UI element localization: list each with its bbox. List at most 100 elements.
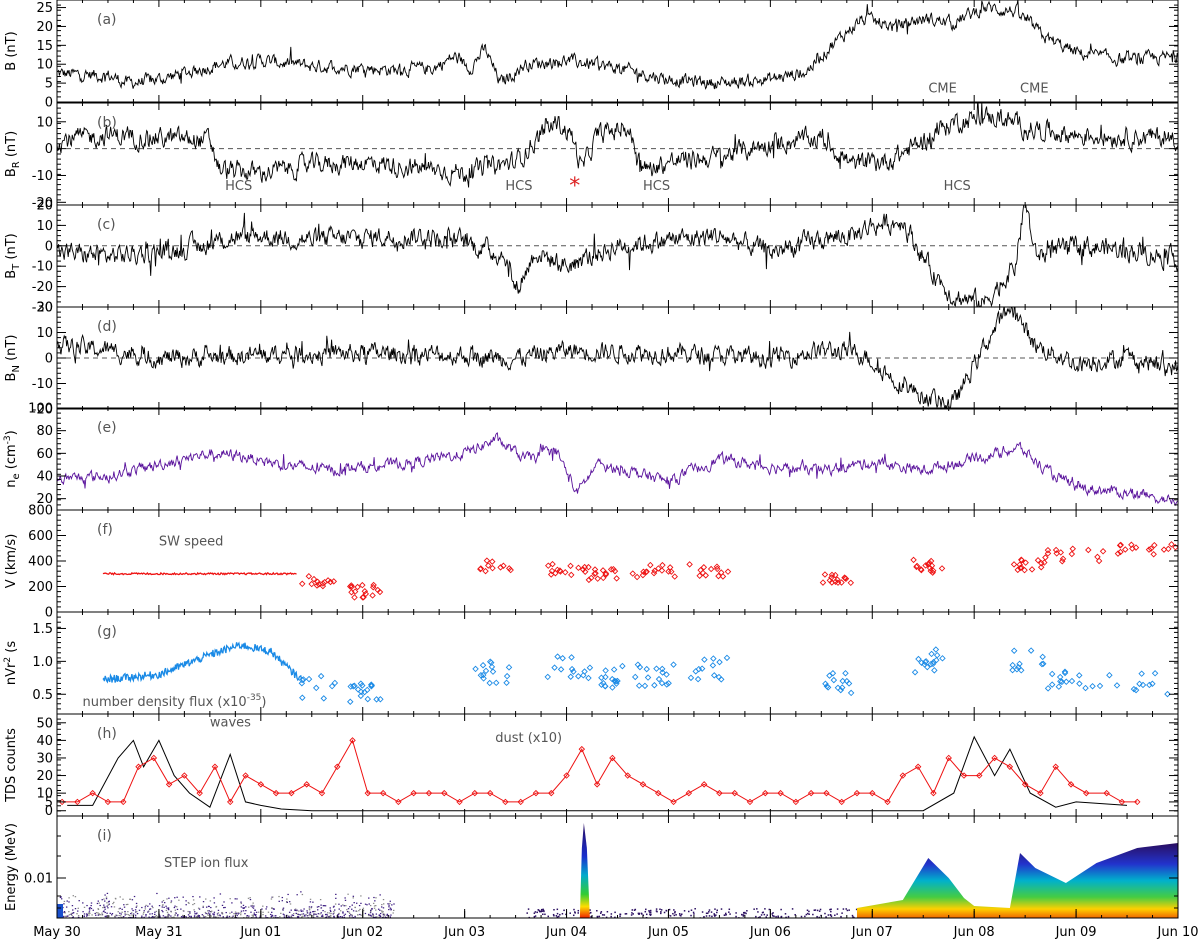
flux-speck [213,902,216,904]
data-point [1009,666,1016,674]
panel-d: -20 -10 0 10 20 BN (nT) (d) [4,301,1179,418]
flux-speck [197,915,200,917]
flux-speck [816,909,819,912]
flux-speck [349,916,351,918]
flux-speck [389,916,392,918]
data-point [500,562,507,570]
flux-speck [335,897,337,899]
data-point [655,565,662,572]
flux-speck [167,909,170,911]
flux-speck [118,914,120,917]
flux-speck [283,914,286,916]
flux-speck [761,911,764,914]
flux-speck [735,912,737,914]
data-point [665,568,672,575]
data-point [559,654,566,662]
flux-speck [386,913,389,915]
flux-speck [553,908,555,911]
flux-speck [118,908,120,910]
flux-speck [71,905,74,907]
annotation: STEP ion flux [164,856,249,871]
data-point [828,574,835,581]
flux-speck [151,915,154,918]
flux-speck [144,906,147,908]
data-point [695,665,703,673]
data-point [272,789,280,797]
flux-speck [198,908,201,910]
data-point [532,789,540,797]
data-point [607,566,615,573]
data-point [1016,561,1023,568]
flux-speck [605,916,608,918]
flux-speck [103,906,105,908]
data-point [710,655,717,662]
flux-speck [296,916,299,918]
flux-speck [202,914,205,917]
data-point [347,698,354,705]
data-point [588,574,595,582]
y-tick-label: -20 [32,403,53,418]
flux-speck [540,908,543,911]
panel-g: 0.5 1.0 1.5 nVr2 (s (g) number density flux (… [3,611,1179,715]
panel-h-label: (h) [97,726,117,742]
flux-speck [313,913,315,915]
flux-speck [72,895,74,897]
data-point [598,674,605,681]
panel-h-data [58,735,1141,812]
data-point [651,567,658,574]
flux-speck [632,913,634,915]
flux-speck [763,913,766,916]
data-point [348,582,355,589]
flux-speck [127,914,130,916]
y-tick-label: 30 [36,751,53,766]
flux-speck [735,915,737,918]
flux-speck [765,916,767,918]
flux-speck [673,914,676,917]
flux-speck [347,908,350,910]
flux-speck [526,912,528,914]
data-point [829,669,837,677]
flux-speck [715,914,717,916]
flux-speck [118,912,121,914]
panel-f: 0 200 400 600 800 V (km/s) (f) SW speed [4,504,1179,621]
flux-speck [251,916,253,918]
flux-speck [300,910,303,912]
flux-speck [533,915,536,918]
flux-speck [85,915,88,917]
flux-speck [339,910,342,912]
data-point [1172,544,1178,551]
data-point [181,772,188,779]
flux-speck [185,904,187,906]
data-point [609,754,616,762]
data-point [360,593,367,601]
flux-speck [143,916,145,918]
flux-speck [152,916,155,918]
flux-speck [329,907,331,909]
y-tick-label: -20 [32,196,53,211]
flux-speck [334,903,337,905]
flux-speck [235,912,238,914]
flux-speck [316,906,319,908]
flux-speck [372,913,374,915]
flux-speck [389,900,391,902]
data-point [318,789,326,797]
flux-speck [193,909,195,911]
flux-speck [131,914,133,916]
flux-speck [366,904,368,906]
flux-speck [226,916,229,918]
flux-speck [300,891,302,893]
y-tick-label: 10 [36,58,53,73]
data-point [357,692,365,700]
data-point [502,798,509,806]
flux-speck [557,915,560,918]
flux-speck [134,914,137,916]
flux-speck [351,915,353,917]
flux-speck [713,914,716,917]
data-point [933,651,941,659]
flux-speck [199,896,201,898]
flux-speck [330,914,332,917]
flux-speck [192,895,194,898]
flux-speck [288,916,290,918]
flux-speck [713,913,715,915]
